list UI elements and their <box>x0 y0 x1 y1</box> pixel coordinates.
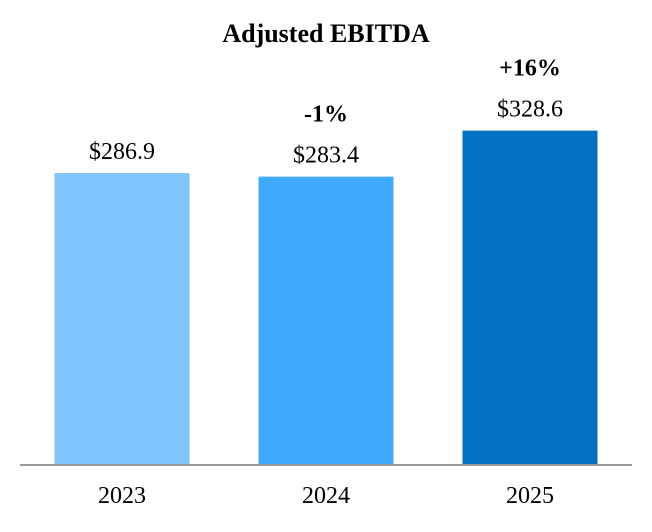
chart-title: Adjusted EBITDA <box>222 19 430 48</box>
bar-2023 <box>54 173 190 465</box>
bar-2024 <box>258 176 394 465</box>
value-label-2023: $286.9 <box>89 139 155 165</box>
x-tick-label-2024: 2024 <box>302 483 350 509</box>
x-tick-label-2025: 2025 <box>506 483 554 509</box>
change-label-2024: -1% <box>304 102 348 128</box>
x-tick-label-2023: 2023 <box>98 483 146 509</box>
value-label-2025: $328.6 <box>497 97 563 123</box>
change-label-2025: +16% <box>499 56 561 82</box>
value-labels: $286.9 $283.4 $328.6 <box>89 97 563 169</box>
x-axis-tick-labels: 2023 2024 2025 <box>98 483 554 509</box>
bar-series <box>54 130 598 465</box>
bar-2025 <box>462 130 598 465</box>
value-label-2024: $283.4 <box>293 143 359 169</box>
change-labels: -1% +16% <box>304 56 561 128</box>
